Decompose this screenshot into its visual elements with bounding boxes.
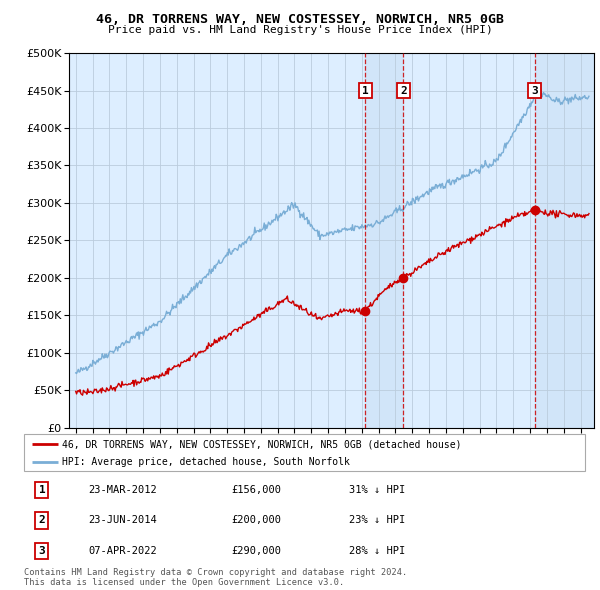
Text: 07-APR-2022: 07-APR-2022 <box>89 546 157 556</box>
Text: £200,000: £200,000 <box>232 516 281 526</box>
Text: £290,000: £290,000 <box>232 546 281 556</box>
Text: 3: 3 <box>38 546 46 556</box>
Text: 28% ↓ HPI: 28% ↓ HPI <box>349 546 406 556</box>
Text: 2: 2 <box>38 516 46 526</box>
Text: HPI: Average price, detached house, South Norfolk: HPI: Average price, detached house, Sout… <box>62 457 350 467</box>
Text: 1: 1 <box>362 86 369 96</box>
Text: 23-JUN-2014: 23-JUN-2014 <box>89 516 157 526</box>
Text: 1: 1 <box>38 485 46 495</box>
Text: 31% ↓ HPI: 31% ↓ HPI <box>349 485 406 495</box>
Text: £156,000: £156,000 <box>232 485 281 495</box>
Text: Price paid vs. HM Land Registry's House Price Index (HPI): Price paid vs. HM Land Registry's House … <box>107 25 493 35</box>
FancyBboxPatch shape <box>24 434 585 471</box>
Text: 3: 3 <box>531 86 538 96</box>
Text: 23-MAR-2012: 23-MAR-2012 <box>89 485 157 495</box>
Bar <box>365 53 403 428</box>
Text: Contains HM Land Registry data © Crown copyright and database right 2024.
This d: Contains HM Land Registry data © Crown c… <box>24 568 407 587</box>
Text: 46, DR TORRENS WAY, NEW COSTESSEY, NORWICH, NR5 0GB: 46, DR TORRENS WAY, NEW COSTESSEY, NORWI… <box>96 13 504 26</box>
Text: 46, DR TORRENS WAY, NEW COSTESSEY, NORWICH, NR5 0GB (detached house): 46, DR TORRENS WAY, NEW COSTESSEY, NORWI… <box>62 439 461 449</box>
Bar <box>535 53 594 428</box>
Text: 2: 2 <box>400 86 407 96</box>
Text: 23% ↓ HPI: 23% ↓ HPI <box>349 516 406 526</box>
